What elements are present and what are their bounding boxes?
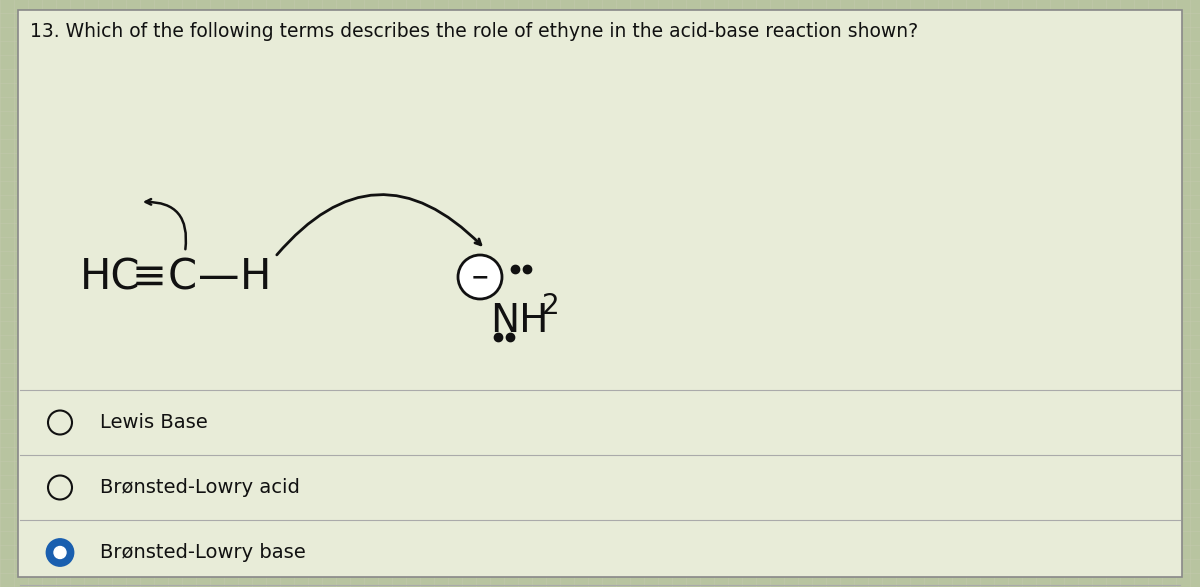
Circle shape xyxy=(458,255,502,299)
Text: H: H xyxy=(240,256,271,298)
Text: 13. Which of the following terms describes the role of ethyne in the acid-base r: 13. Which of the following terms describ… xyxy=(30,22,918,41)
Text: Brønsted-Lowry acid: Brønsted-Lowry acid xyxy=(100,478,300,497)
Circle shape xyxy=(54,546,66,558)
Text: Brønsted-Lowry base: Brønsted-Lowry base xyxy=(100,543,306,562)
Text: C: C xyxy=(168,256,197,298)
Text: —: — xyxy=(198,256,240,298)
Text: ≡: ≡ xyxy=(132,256,167,298)
FancyBboxPatch shape xyxy=(18,10,1182,577)
Text: HC: HC xyxy=(80,256,140,298)
Text: −: − xyxy=(470,267,490,287)
Text: 2: 2 xyxy=(542,292,559,320)
Text: Lewis Base: Lewis Base xyxy=(100,413,208,432)
Circle shape xyxy=(47,539,73,565)
Text: NH: NH xyxy=(490,302,548,340)
